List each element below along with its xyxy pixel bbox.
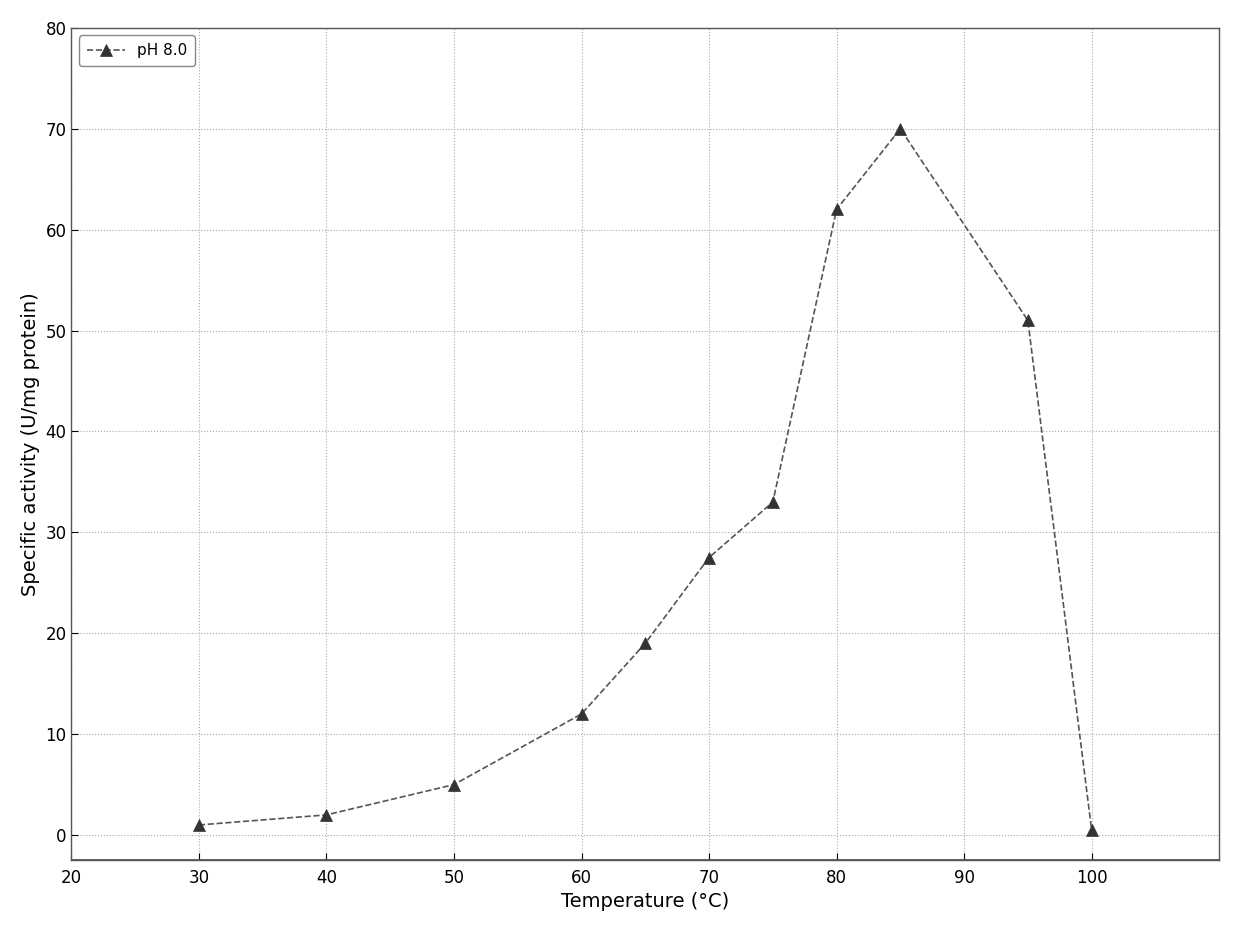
pH 8.0 <box>893 123 908 134</box>
pH 8.0 <box>830 204 844 215</box>
pH 8.0 <box>1084 825 1099 836</box>
X-axis label: Temperature (°C): Temperature (°C) <box>562 892 729 911</box>
pH 8.0 <box>702 552 717 563</box>
Line: pH 8.0: pH 8.0 <box>192 122 1097 836</box>
pH 8.0 <box>191 819 206 830</box>
Y-axis label: Specific activity (U/mg protein): Specific activity (U/mg protein) <box>21 292 40 596</box>
pH 8.0 <box>574 708 589 720</box>
pH 8.0 <box>446 779 461 790</box>
pH 8.0 <box>637 637 652 649</box>
pH 8.0 <box>319 809 334 820</box>
pH 8.0 <box>1021 315 1035 326</box>
Legend: pH 8.0: pH 8.0 <box>79 35 195 66</box>
pH 8.0 <box>765 497 780 508</box>
